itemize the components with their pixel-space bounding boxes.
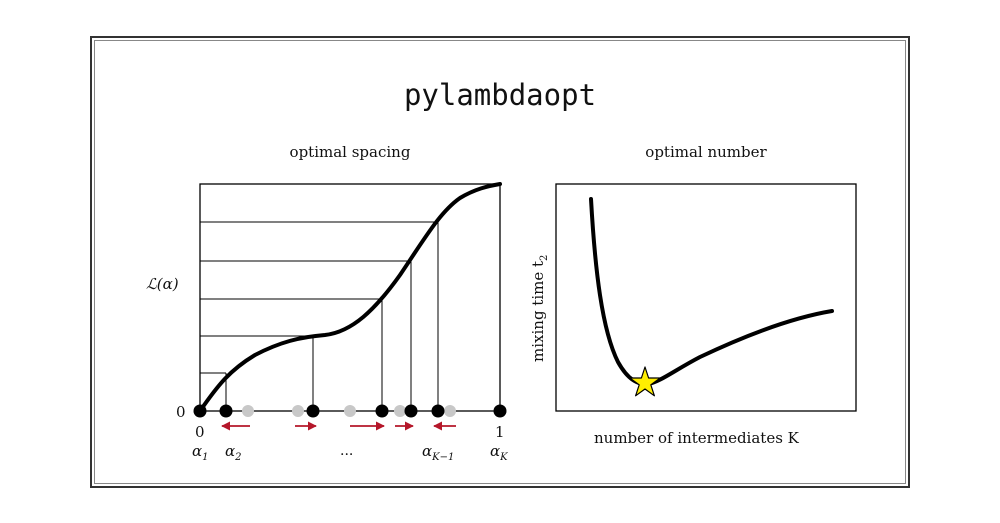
ghost-point-3 — [344, 405, 356, 417]
right-axes-box — [555, 183, 857, 412]
point-alpha-1 — [193, 404, 207, 418]
ghost-point-2 — [292, 405, 304, 417]
ghost-point-4 — [394, 405, 406, 417]
initial-points — [242, 405, 456, 417]
y-zero-label: 0 — [176, 403, 186, 421]
point-3 — [306, 404, 320, 418]
point-4 — [375, 404, 389, 418]
label-ellipsis: ... — [340, 443, 353, 459]
right-subtitle: optimal number — [645, 143, 767, 161]
left-subtitle: optimal spacing — [289, 143, 411, 161]
optimum-star-icon — [629, 366, 661, 397]
right-ylabel: mixing time t2 — [529, 255, 550, 362]
x-one-label: 1 — [495, 423, 505, 441]
x-zero-label: 0 — [195, 423, 205, 441]
point-alpha-k-minus-1 — [431, 404, 445, 418]
cumulative-curve — [198, 182, 502, 413]
label-alpha-2: α2 — [225, 442, 242, 463]
vertical-guides — [225, 222, 439, 411]
figure-frame — [90, 36, 910, 488]
right-panel: mixing time t2 number of intermediates K — [529, 183, 857, 447]
ghost-point-5 — [444, 405, 456, 417]
point-5 — [404, 404, 418, 418]
label-alpha-k-minus-1: αK−1 — [422, 442, 454, 463]
right-xlabel: number of intermediates K — [594, 429, 800, 447]
mixing-time-curve — [589, 197, 834, 387]
left-ylabel: ℒ(α) — [146, 275, 179, 293]
figure-title: pylambdaopt — [403, 78, 597, 112]
label-alpha-k: αK — [490, 442, 508, 463]
optimized-points — [193, 404, 507, 418]
point-alpha-2 — [219, 404, 233, 418]
label-alpha-1: α1 — [192, 442, 209, 463]
point-alpha-k — [493, 404, 507, 418]
ghost-point-1 — [242, 405, 254, 417]
left-axes-box — [199, 183, 501, 412]
left-panel: ℒ(α) 0 0 1 α1 α2 ... αK−1 αK — [146, 182, 508, 463]
horizontal-guides — [200, 221, 438, 374]
